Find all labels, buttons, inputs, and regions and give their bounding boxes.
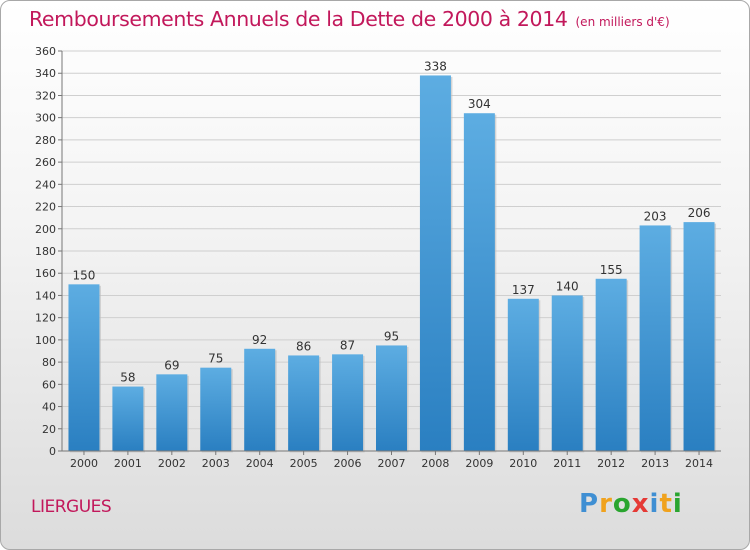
y-tick-label: 180 <box>35 245 56 258</box>
bar-value-label: 140 <box>556 279 579 293</box>
bar-value-label: 87 <box>340 338 355 352</box>
bar-value-label: 203 <box>644 209 667 223</box>
y-tick-label: 160 <box>35 267 56 280</box>
bar-2006 <box>332 354 364 451</box>
chart-title-text: Remboursements Annuels de la Dette de 20… <box>29 7 568 31</box>
bar-value-label: 69 <box>164 358 179 372</box>
chart-unit: (en milliers d'€) <box>575 15 670 29</box>
y-tick-label: 40 <box>42 401 56 414</box>
bar-value-label: 155 <box>600 263 623 277</box>
bar-2000 <box>68 284 100 451</box>
bar-value-label: 58 <box>120 371 135 385</box>
x-tick-label: 2010 <box>509 457 537 470</box>
bar-value-label: 150 <box>73 268 96 282</box>
bar-value-label: 304 <box>468 97 491 111</box>
bar-value-label: 92 <box>252 333 267 347</box>
y-axis: 0 20 40 60 80 100 120 140 160 180 200 220 240 260 280 3… <box>35 45 63 458</box>
bar-value-label: 206 <box>688 206 711 220</box>
x-tick-label: 2005 <box>290 457 318 470</box>
bar-2002 <box>156 374 188 451</box>
x-tick-label: 2001 <box>114 457 142 470</box>
x-tick-label: 2012 <box>597 457 625 470</box>
proxiti-logo: Proxiti <box>579 489 683 519</box>
bar-2004 <box>244 348 276 451</box>
y-tick-label: 0 <box>49 445 56 458</box>
y-tick-label: 20 <box>42 423 56 436</box>
y-tick-label: 100 <box>35 334 56 347</box>
x-tick-label: 2013 <box>641 457 669 470</box>
x-tick-label: 2006 <box>334 457 362 470</box>
x-axis: 2000 2001 2002 2003 2004 2005 2006 2007 2008 2009… <box>62 450 721 470</box>
bar-2007 <box>376 345 407 451</box>
bar-2009 <box>463 113 495 451</box>
y-tick-label: 140 <box>35 289 56 302</box>
y-tick-label: 120 <box>35 312 56 325</box>
bar-value-label: 95 <box>384 329 399 343</box>
bar-2001 <box>112 386 144 451</box>
x-tick-label: 2000 <box>70 457 98 470</box>
commune-name: LIERGUES <box>31 497 112 517</box>
x-tick-label: 2007 <box>378 457 406 470</box>
y-tick-label: 320 <box>35 89 56 102</box>
x-tick-label: 2008 <box>421 457 449 470</box>
bar-2010 <box>507 298 539 451</box>
bar-2011 <box>551 295 583 451</box>
y-tick-label: 240 <box>35 178 56 191</box>
x-tick-label: 2014 <box>685 457 713 470</box>
bar-2012 <box>595 278 627 451</box>
y-tick-label: 200 <box>35 223 56 236</box>
bars: 150 58 69 75 92 86 87 95 338 304 137 140 155 203 206 <box>68 59 717 453</box>
y-tick-label: 80 <box>42 356 56 369</box>
bar-2008 <box>419 75 451 451</box>
x-tick-label: 2011 <box>553 457 581 470</box>
y-tick-label: 300 <box>35 112 56 125</box>
x-tick-label: 2004 <box>246 457 274 470</box>
bar-2005 <box>288 355 320 451</box>
y-tick-label: 60 <box>42 378 56 391</box>
bar-2013 <box>639 225 671 451</box>
bar-2014 <box>683 222 715 451</box>
x-tick-label: 2002 <box>158 457 186 470</box>
y-tick-label: 280 <box>35 134 56 147</box>
x-tick-label: 2009 <box>465 457 493 470</box>
y-tick-label: 220 <box>35 201 56 214</box>
y-tick-label: 360 <box>35 45 56 58</box>
y-tick-label: 260 <box>35 156 56 169</box>
bar-2003 <box>200 367 232 451</box>
bar-value-label: 338 <box>424 59 447 73</box>
x-tick-label: 2003 <box>202 457 230 470</box>
bar-value-label: 86 <box>296 339 311 353</box>
chart-title: Remboursements Annuels de la Dette de 20… <box>29 7 670 31</box>
bar-value-label: 137 <box>512 283 535 297</box>
y-tick-label: 340 <box>35 67 56 80</box>
bar-value-label: 75 <box>208 352 223 366</box>
